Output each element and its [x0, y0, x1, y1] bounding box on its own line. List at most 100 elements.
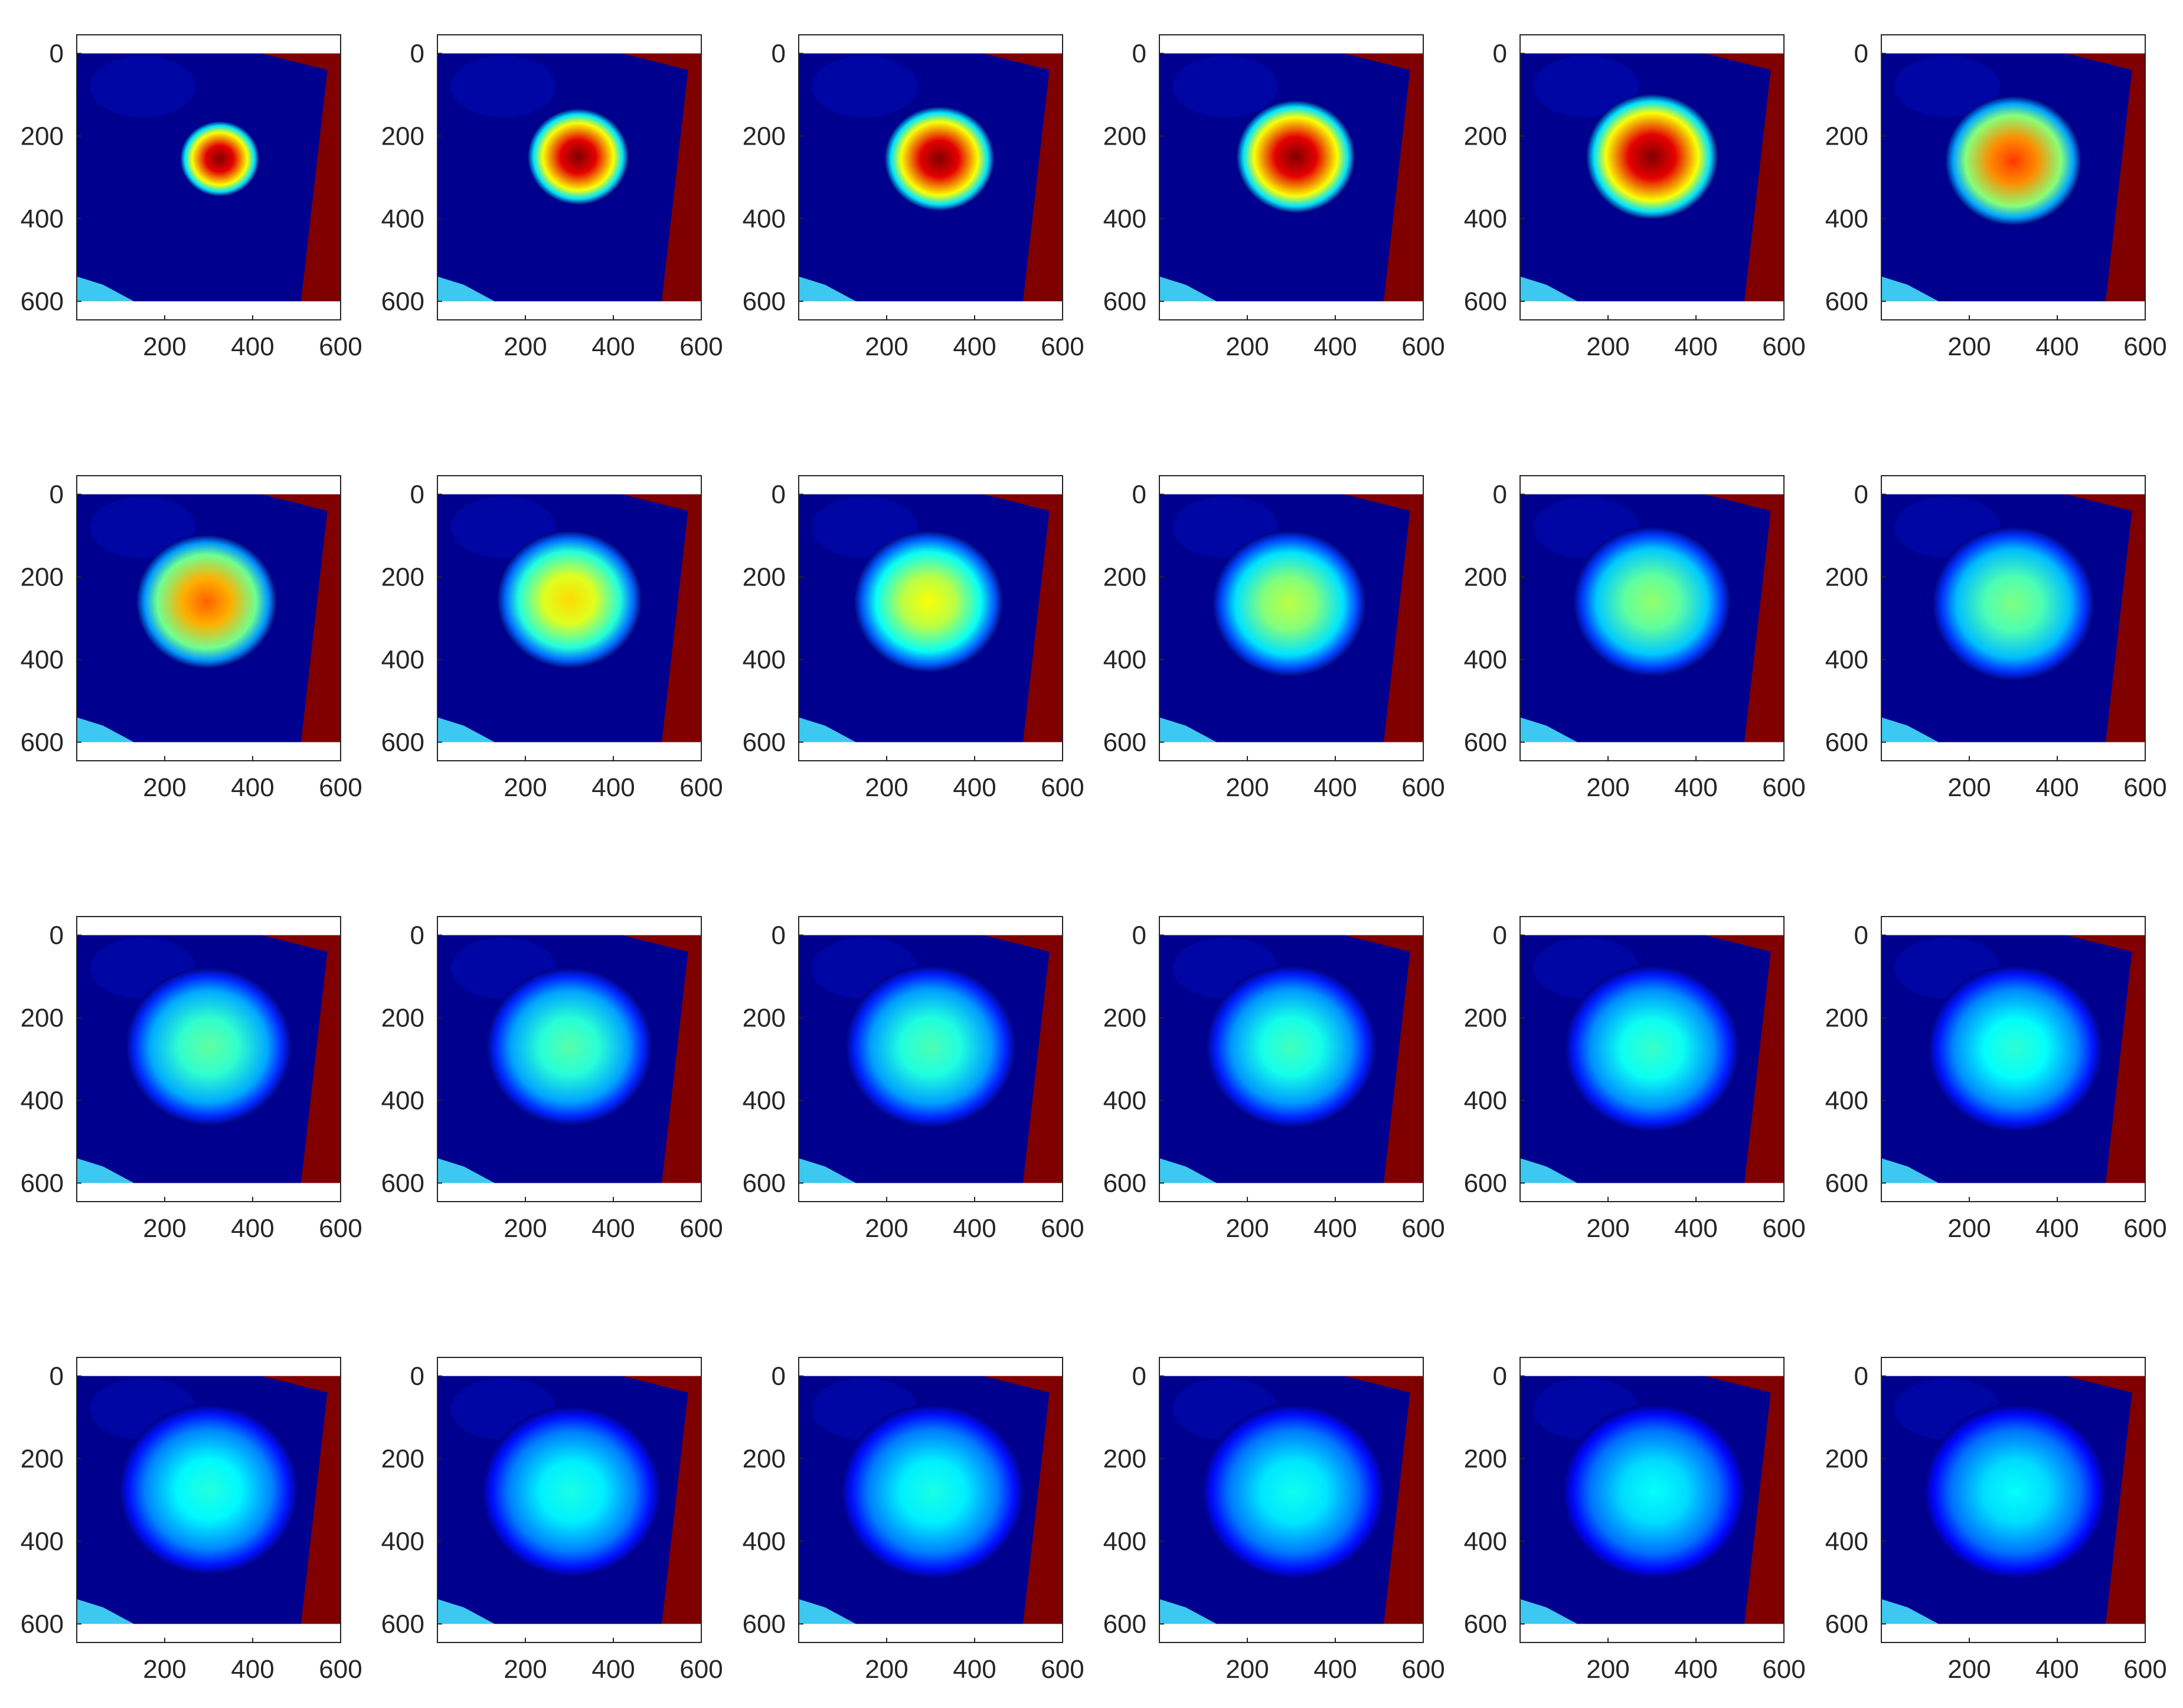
intensity-blob — [1236, 100, 1355, 214]
x-tick-label: 400 — [1313, 332, 1357, 361]
axes-frame — [1519, 34, 1785, 320]
axes-frame — [76, 1357, 341, 1643]
intensity-blob — [1212, 531, 1367, 677]
y-tick-label: 0 — [1493, 921, 1507, 950]
y-tick-label: 400 — [1103, 205, 1146, 234]
axes-frame — [1159, 916, 1424, 1202]
axes-frame — [798, 916, 1063, 1202]
y-tick-label: 0 — [410, 40, 424, 68]
y-tick-label: 600 — [1825, 728, 1868, 757]
masked-region — [261, 1376, 341, 1624]
corner-patch — [437, 1158, 495, 1183]
x-tick-label: 200 — [1226, 1655, 1269, 1684]
x-tick-label: 600 — [1401, 1214, 1445, 1243]
x-tick-label: 600 — [319, 332, 362, 361]
intensity-blob — [496, 531, 642, 669]
heatmap-image — [1159, 935, 1423, 1183]
y-tick-label: 200 — [381, 1445, 424, 1474]
x-tick-label: 200 — [1947, 332, 1991, 361]
y-tick-label: 400 — [1103, 1087, 1146, 1115]
intensity-blob — [1561, 1403, 1747, 1580]
y-tick-label: 600 — [1464, 1169, 1507, 1198]
x-tick-label: 200 — [504, 773, 547, 802]
y-tick-label: 600 — [1464, 1610, 1507, 1639]
masked-region — [622, 935, 701, 1183]
y-tick-label: 200 — [1464, 122, 1507, 151]
masked-region — [261, 935, 341, 1183]
x-tick-label: 400 — [1313, 1655, 1357, 1684]
y-tick-label: 600 — [743, 1610, 786, 1639]
x-tick-label: 200 — [1226, 1214, 1269, 1243]
corner-patch — [1159, 1158, 1217, 1183]
y-tick-label: 600 — [1825, 1169, 1868, 1198]
corner-patch — [1159, 276, 1217, 302]
x-tick-label: 200 — [504, 1214, 547, 1243]
axes-frame — [1519, 916, 1785, 1202]
corner-patch — [799, 276, 856, 302]
corner-patch — [77, 1599, 134, 1624]
x-tick-label: 200 — [1586, 773, 1629, 802]
y-tick-label: 400 — [1464, 205, 1507, 234]
axes-frame — [76, 34, 341, 320]
x-tick-label: 400 — [591, 773, 635, 802]
y-tick-label: 200 — [743, 1445, 786, 1474]
panel-15: 200 400 600 0 200 400 600 — [743, 916, 1084, 1243]
y-tick-label: 0 — [50, 921, 64, 950]
y-tick-label: 0 — [772, 40, 786, 68]
y-tick-label: 0 — [1132, 40, 1146, 68]
corner-patch — [1881, 1158, 1939, 1183]
x-tick-label: 600 — [319, 1214, 362, 1243]
y-tick-label: 200 — [743, 122, 786, 151]
masked-region — [983, 53, 1063, 302]
panel-21: 200 400 600 0 200 400 600 — [743, 1357, 1084, 1684]
x-tick-label: 400 — [1313, 1214, 1357, 1243]
axes-frame — [1881, 475, 2146, 761]
masked-region — [622, 494, 701, 742]
panel-14: 200 400 600 0 200 400 600 — [381, 916, 723, 1243]
x-tick-label: 600 — [2123, 1214, 2166, 1243]
y-tick-label: 400 — [1103, 646, 1146, 675]
heatmap-image — [437, 494, 701, 742]
corner-patch — [77, 717, 134, 742]
x-tick-label: 600 — [1401, 332, 1445, 361]
y-tick-label: 0 — [50, 1362, 64, 1391]
panel-12: 200 400 600 0 200 400 600 — [1825, 475, 2167, 802]
masked-region — [2066, 1376, 2145, 1624]
masked-region — [983, 1376, 1063, 1624]
x-tick-label: 600 — [679, 773, 723, 802]
x-tick-label: 400 — [1674, 773, 1717, 802]
heatmap-image — [77, 1376, 341, 1624]
y-tick-label: 200 — [1103, 1004, 1146, 1033]
axes-frame — [437, 916, 702, 1202]
y-tick-label: 0 — [410, 921, 424, 950]
corner-patch — [1159, 717, 1217, 742]
y-tick-label: 200 — [1825, 122, 1868, 151]
y-tick-label: 200 — [1464, 1445, 1507, 1474]
axes-frame — [437, 475, 702, 761]
corner-patch — [1881, 276, 1939, 302]
x-tick-label: 600 — [1041, 332, 1084, 361]
axes-frame — [798, 34, 1063, 320]
y-tick-label: 600 — [1464, 287, 1507, 316]
x-tick-label: 600 — [1762, 1655, 1805, 1684]
heatmap-image — [77, 53, 341, 302]
intensity-blob — [118, 1403, 299, 1576]
x-tick-label: 200 — [1947, 1214, 1991, 1243]
y-tick-label: 0 — [1132, 921, 1146, 950]
panel-17: 200 400 600 0 200 400 600 — [1464, 916, 1806, 1243]
corner-patch — [437, 276, 495, 302]
y-tick-label: 600 — [743, 1169, 786, 1198]
panel-18: 200 400 600 0 200 400 600 — [1825, 916, 2167, 1243]
intensity-blob — [125, 967, 293, 1126]
y-tick-label: 200 — [21, 563, 64, 592]
y-tick-label: 200 — [21, 1445, 64, 1474]
x-tick-label: 200 — [1226, 773, 1269, 802]
x-tick-label: 200 — [1586, 1214, 1629, 1243]
intensity-blob — [481, 1406, 662, 1578]
faint-region — [450, 55, 557, 117]
intensity-blob — [1564, 965, 1740, 1133]
faint-region — [1172, 55, 1279, 117]
y-tick-label: 400 — [743, 205, 786, 234]
axes-frame — [76, 916, 341, 1202]
